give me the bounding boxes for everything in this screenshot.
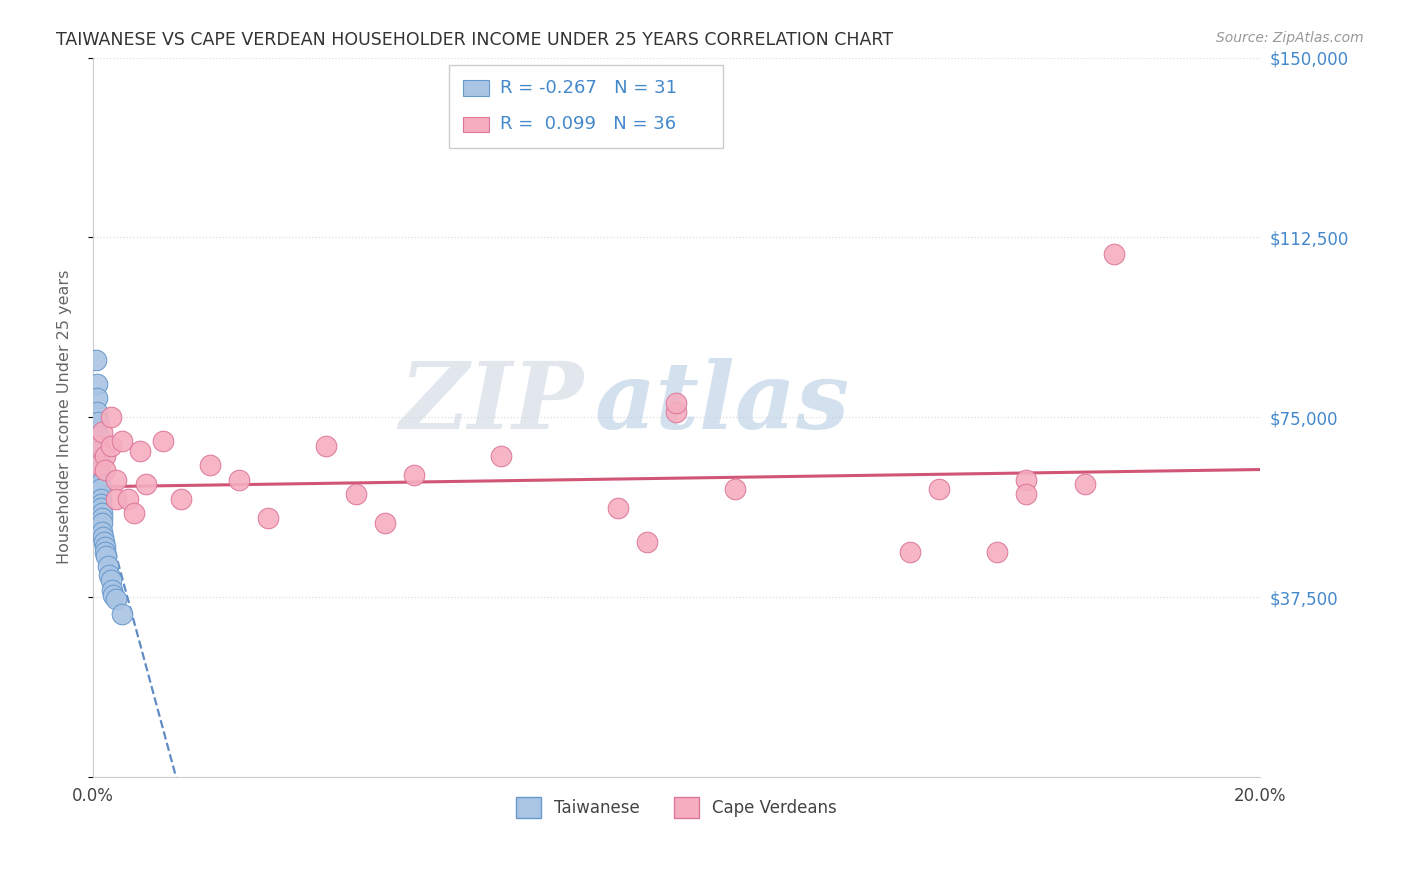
Point <box>374 516 396 530</box>
Point <box>100 439 122 453</box>
Point <box>105 592 128 607</box>
Point <box>86 429 108 443</box>
Point <box>87 443 110 458</box>
Point <box>90 511 112 525</box>
Point <box>90 425 112 439</box>
Point <box>97 558 120 573</box>
Point <box>315 439 337 453</box>
Point <box>91 516 114 530</box>
Point <box>87 473 110 487</box>
Point <box>111 607 134 621</box>
Text: atlas: atlas <box>595 358 851 448</box>
Point <box>91 530 114 544</box>
Point <box>636 535 658 549</box>
Point <box>1073 477 1095 491</box>
Point <box>169 491 191 506</box>
Point <box>105 473 128 487</box>
Point <box>89 477 111 491</box>
Point <box>724 482 747 496</box>
Point <box>344 487 367 501</box>
Point <box>90 491 112 506</box>
Point <box>1102 247 1125 261</box>
Point <box>90 501 112 516</box>
Point <box>87 453 110 467</box>
Text: TAIWANESE VS CAPE VERDEAN HOUSEHOLDER INCOME UNDER 25 YEARS CORRELATION CHART: TAIWANESE VS CAPE VERDEAN HOUSEHOLDER IN… <box>56 31 893 49</box>
Point <box>607 501 630 516</box>
Y-axis label: Householder Income Under 25 years: Householder Income Under 25 years <box>58 270 72 565</box>
Point <box>1015 487 1038 501</box>
Text: R =  0.099   N = 36: R = 0.099 N = 36 <box>501 115 676 134</box>
Point <box>100 410 122 425</box>
Point <box>402 467 425 482</box>
Point <box>100 574 122 588</box>
Point <box>228 473 250 487</box>
Point <box>84 352 107 367</box>
Point <box>100 582 122 597</box>
Point <box>117 491 139 506</box>
Point <box>90 506 112 520</box>
Point <box>152 434 174 449</box>
FancyBboxPatch shape <box>449 65 723 147</box>
Legend: Taiwanese, Cape Verdeans: Taiwanese, Cape Verdeans <box>508 789 845 826</box>
Point <box>665 405 688 419</box>
Point <box>90 497 112 511</box>
Text: ZIP: ZIP <box>399 358 583 448</box>
Point <box>257 511 280 525</box>
Point <box>86 391 108 405</box>
Text: R = -0.267   N = 31: R = -0.267 N = 31 <box>501 79 678 97</box>
Point <box>122 506 145 520</box>
Point <box>665 396 688 410</box>
Point <box>87 439 110 453</box>
Point <box>93 463 115 477</box>
Point <box>103 588 125 602</box>
Point <box>928 482 950 496</box>
Bar <box>463 117 488 132</box>
Point <box>128 443 150 458</box>
Point <box>93 544 115 558</box>
Point <box>111 434 134 449</box>
Point <box>986 544 1008 558</box>
Point <box>898 544 921 558</box>
Text: Source: ZipAtlas.com: Source: ZipAtlas.com <box>1216 31 1364 45</box>
Point <box>87 458 110 473</box>
Point <box>86 415 108 429</box>
Point <box>93 540 115 554</box>
Point <box>91 525 114 540</box>
Point <box>98 568 121 582</box>
Point <box>94 549 117 564</box>
Point <box>134 477 156 491</box>
Point <box>87 463 110 477</box>
Point <box>105 491 128 506</box>
Point <box>491 449 513 463</box>
Point <box>86 405 108 419</box>
Point <box>89 482 111 496</box>
Point <box>1015 473 1038 487</box>
Point <box>198 458 221 473</box>
Point <box>93 535 115 549</box>
Point <box>86 376 108 391</box>
Bar <box>463 80 488 96</box>
Point <box>93 449 115 463</box>
